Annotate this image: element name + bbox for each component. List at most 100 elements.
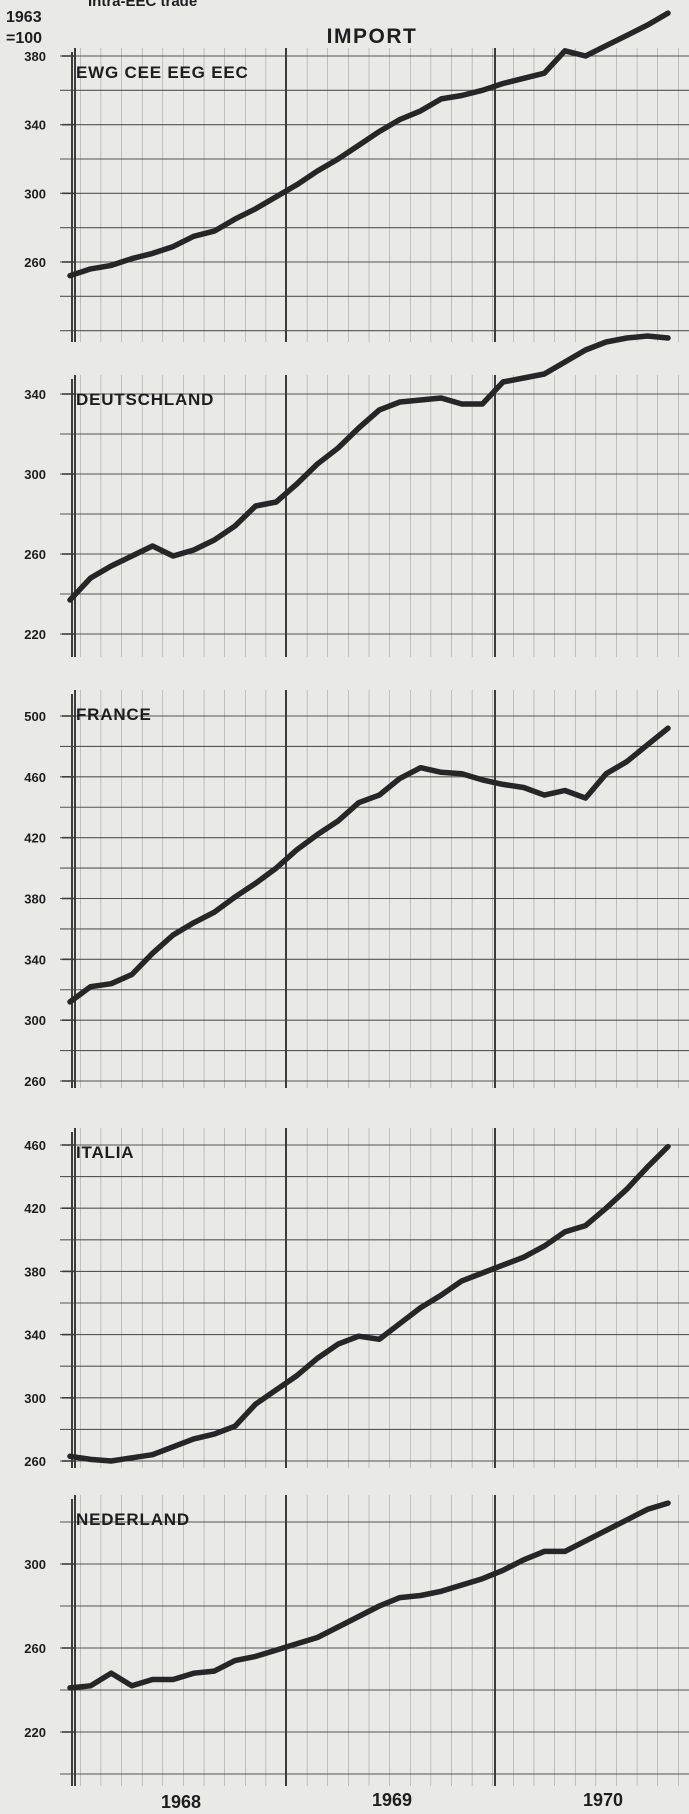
panel-5-data-point [541,1549,547,1554]
panel-1-data-point [438,96,444,102]
x-tick-label-1970: 1970 [583,1790,623,1810]
panel-1-data-point [624,33,630,38]
panel-5-data-point [356,1614,362,1619]
panel-5-data-point [88,1683,93,1689]
panel-4-data-point [88,1457,93,1462]
panel-4-data-point [376,1336,382,1342]
panel-2-data-point [418,397,423,403]
panel-3-data-point [315,832,320,837]
panel-2-data-point [129,553,135,559]
panel-1-data-point [315,168,320,174]
panel-3-y-tick-label: 340 [24,952,46,967]
panel-3-y-tick-label: 500 [24,709,46,724]
panel-4-data-point [418,1305,423,1311]
panel-2-data-point [108,563,114,569]
panel-5-data-point [294,1641,300,1647]
panel-3-y-tick-label: 380 [24,892,46,907]
panel-5-data-point [562,1549,568,1554]
panel-2-y-tick-label: 300 [24,467,46,482]
panel-5-data-point [232,1658,238,1663]
panel-3-y-tick-label: 460 [24,770,46,785]
panel-4-y-tick-label: 460 [24,1138,46,1153]
panel-2-data-point [88,575,93,581]
panel-3-data-point [624,759,630,764]
panel-2-data-point [211,537,217,543]
panel-3-data-point [294,847,300,853]
panel-5-y-tick-label: 220 [24,1725,46,1740]
panel-5-data-point [438,1588,444,1594]
panel-2-data-point [170,553,176,559]
panel-1-y-tick-label: 300 [24,186,46,201]
panel-3-y-tick-label: 300 [24,1013,46,1028]
panel-3-data-point [376,792,382,798]
panel-4-data-point [583,1223,588,1228]
panel-4-data-point [335,1341,341,1347]
panel-3-data-point [583,795,588,801]
panel-3-series-line [67,725,671,1005]
panel-2-data-point [150,543,155,549]
panel-1-y-tick-label: 260 [24,255,46,270]
panel-5-data-point [521,1557,527,1563]
panel-1-data-point [253,206,258,212]
panel-5-data-point [418,1593,423,1598]
panel-5-data-point [315,1635,320,1640]
panel-4-y-tick-label: 260 [24,1454,46,1469]
base-index-label: =100 [6,30,42,47]
panel-1-data-point [108,263,114,268]
panel-2-y-tick-label: 340 [24,387,46,402]
panel-4-y-tick-label: 340 [24,1328,46,1343]
panel-5-data-point [397,1595,403,1600]
panel-4-y-tick-label: 300 [24,1391,46,1406]
panel-2-y-tick-label: 260 [24,547,46,562]
grid-layer [60,48,689,1786]
panel-2-data-point [191,547,197,553]
panel-2-data-point [645,333,650,339]
panel-5-data-point [170,1677,176,1682]
panel-3-data-point [521,785,527,790]
panel-1-y-tick-label: 340 [24,118,46,133]
panel-1-series-line [67,10,671,279]
panel-2-data-point [335,445,341,451]
panel-1-data-point [418,108,423,114]
panel-5-data-point [253,1654,258,1659]
panel-1-data-point [562,48,568,54]
panel-1-data-point [500,81,506,86]
panel-1-data-point [294,182,300,188]
panel-1-data-point [521,75,527,81]
panel-3-data-point [397,776,403,781]
panel-2-data-point [232,523,238,529]
panel-2-data-point [438,395,444,401]
panel-1-data-point [232,216,238,222]
panel-1-data-point [150,251,155,256]
panel-2-title: DEUTSCHLAND [76,390,214,409]
panel-5-data-point [624,1517,630,1523]
panel-5-data-point [500,1567,506,1573]
panel-4-series-line [67,1143,671,1464]
panel-1-data-point [211,228,217,234]
panel-4-y-tick-label: 420 [24,1201,46,1216]
panel-2-data-point [541,371,547,377]
panel-2-data-point [562,359,568,365]
panel-4-data-point [170,1444,176,1450]
panel-3-data-point [129,972,135,977]
panel-5-data-point [480,1576,485,1582]
panel-5-data-point [129,1683,135,1689]
panel-4-data-point [624,1186,630,1192]
panel-5-data-point [150,1677,155,1682]
panel-2-data-point [583,347,588,353]
panel-3-y-tick-label: 260 [24,1074,46,1089]
panel-3-data-point [645,742,650,748]
panel-4-data-point [500,1262,506,1268]
panel-2-data-point [500,379,506,385]
panel-1-data-point [356,142,362,148]
panel-3-data-point [253,880,258,886]
panel-2-data-point [356,425,362,431]
panel-2-data-point [376,407,382,413]
chart-subtitle: Intra-EEC trade [88,0,197,10]
panel-1-data-point [583,53,588,59]
panel-5-data-point [211,1668,217,1674]
panel-3-data-point [150,950,155,956]
panel-3-data-point [603,771,609,777]
panel-3-data-point [273,865,279,871]
